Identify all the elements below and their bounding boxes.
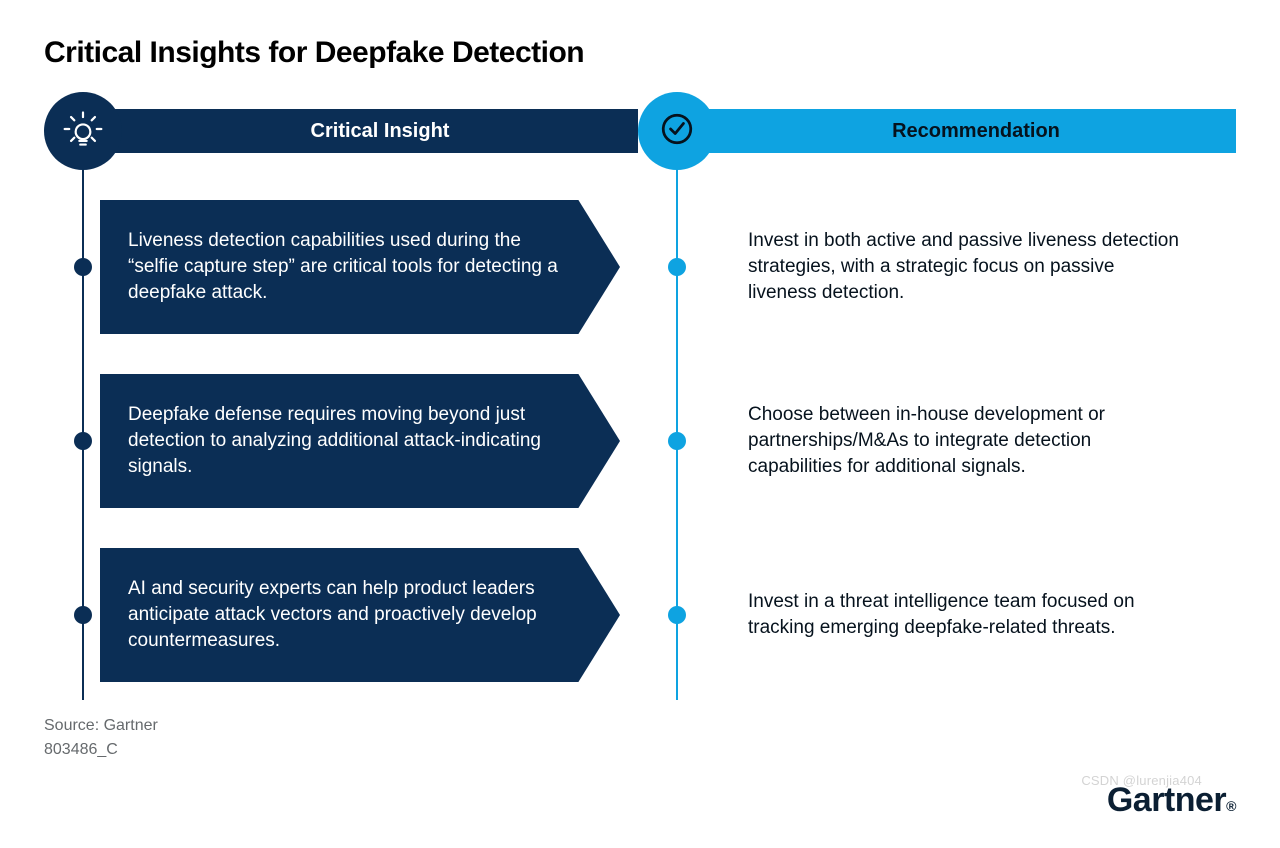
recommendation-row-3: Invest in a threat intelligence team foc… [638, 548, 1236, 682]
insight-text: AI and security experts can help product… [128, 576, 568, 655]
recommendation-text: Choose between in-house development or p… [748, 402, 1182, 481]
recommendation-card: Choose between in-house development or p… [694, 374, 1218, 508]
insight-card: Liveness detection capabilities used dur… [100, 200, 620, 334]
insight-text: Liveness detection capabilities used dur… [128, 228, 568, 307]
page-title: Critical Insights for Deepfake Detection [44, 36, 1236, 70]
check-circle-icon [655, 107, 699, 156]
insight-row-1: Liveness detection capabilities used dur… [44, 200, 638, 334]
footer: Source: Gartner 803486_C [44, 714, 158, 762]
header-label-left: Critical Insight [96, 109, 638, 153]
recommendation-row-1: Invest in both active and passive livene… [638, 200, 1236, 334]
lightbulb-idea-icon [61, 107, 105, 156]
node-dot [74, 606, 92, 624]
header-left: Critical Insight [44, 102, 638, 160]
recommendation-text: Invest in a threat intelligence team foc… [748, 589, 1182, 641]
footer-source: Source: Gartner [44, 714, 158, 738]
node-dot [668, 606, 686, 624]
footer-code: 803486_C [44, 738, 158, 762]
recommendation-card: Invest in a threat intelligence team foc… [694, 548, 1218, 682]
recommendation-text: Invest in both active and passive livene… [748, 228, 1182, 307]
columns-container: Critical Insight Liveness detection capa… [44, 102, 1236, 682]
recommendation-card: Invest in both active and passive livene… [694, 200, 1218, 334]
column-critical-insight: Critical Insight Liveness detection capa… [44, 102, 638, 682]
insight-row-2: Deepfake defense requires moving beyond … [44, 374, 638, 508]
brand-logo: Gartner® [1107, 781, 1236, 820]
insight-row-3: AI and security experts can help product… [44, 548, 638, 682]
insight-card: Deepfake defense requires moving beyond … [100, 374, 620, 508]
node-dot [74, 432, 92, 450]
column-recommendation: Recommendation Invest in both active and… [638, 102, 1236, 682]
node-dot [668, 258, 686, 276]
header-circle-left [44, 92, 122, 170]
header-label-right: Recommendation [690, 109, 1236, 153]
header-right: Recommendation [638, 102, 1236, 160]
insight-text: Deepfake defense requires moving beyond … [128, 402, 568, 481]
node-dot [668, 432, 686, 450]
insight-card: AI and security experts can help product… [100, 548, 620, 682]
recommendation-row-2: Choose between in-house development or p… [638, 374, 1236, 508]
header-circle-right [638, 92, 716, 170]
node-dot [74, 258, 92, 276]
